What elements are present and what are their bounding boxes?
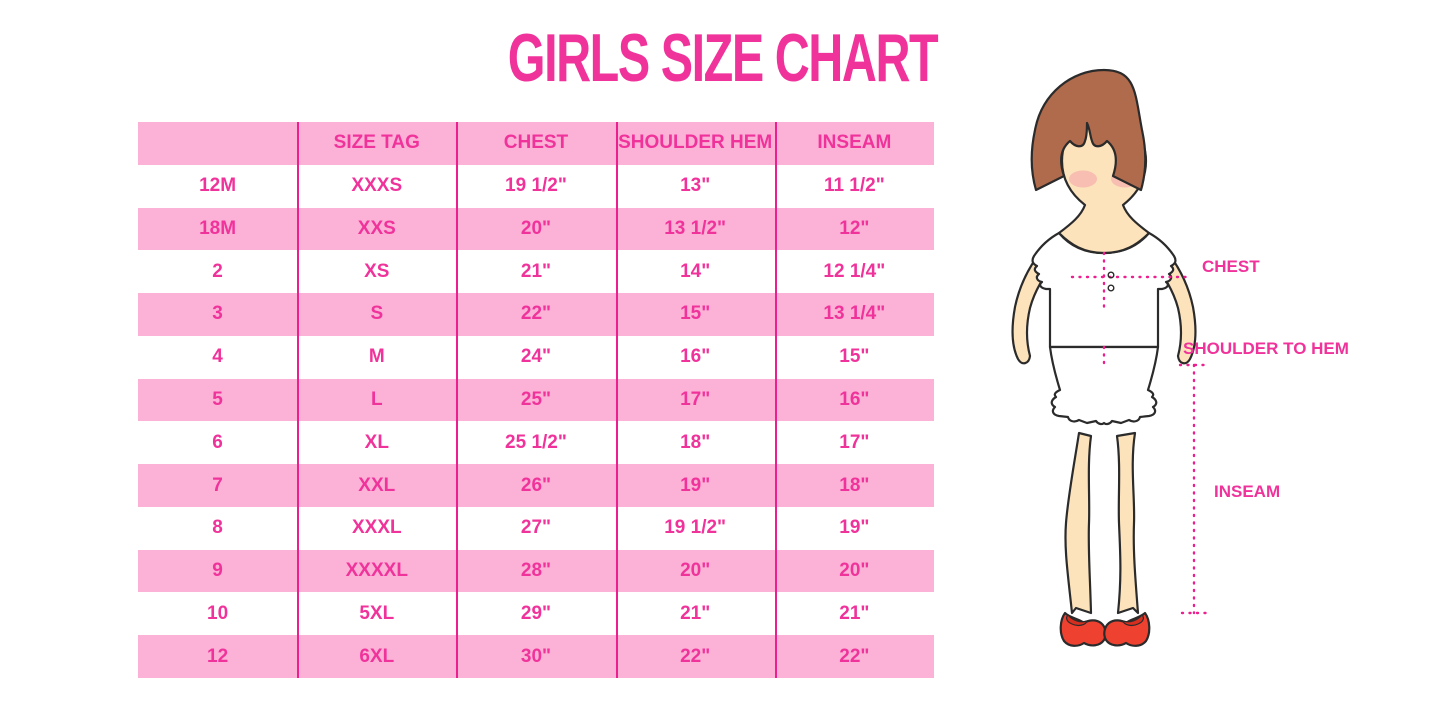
svg-text:SHOULDER TO HEM: SHOULDER TO HEM (1183, 339, 1349, 358)
svg-text:CHEST: CHEST (1202, 257, 1260, 276)
svg-text:INSEAM: INSEAM (1214, 482, 1280, 501)
